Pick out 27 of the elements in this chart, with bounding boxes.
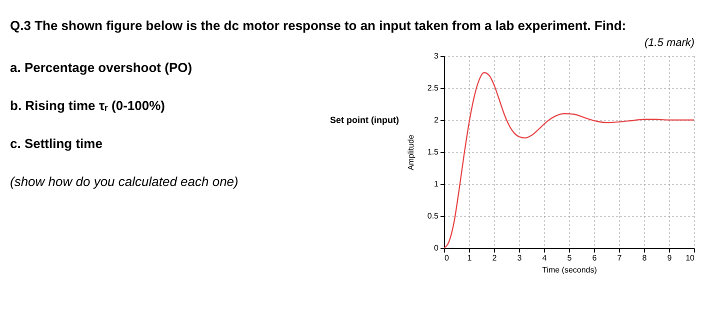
text: b. Rising time τᵣ (0-100%)	[10, 98, 165, 113]
y-tick-label: 2	[434, 116, 440, 124]
y-tick-label: 0.5	[427, 212, 440, 220]
text: Q.3 The shown figure below is the dc motor response to an input taken from a lab experiment. Find:	[10, 18, 626, 33]
y-tick-label: 3	[434, 52, 440, 60]
x-tick-label: 1	[467, 254, 472, 262]
x-tick-label: 5	[567, 254, 572, 262]
x-tick-label: 7	[617, 254, 622, 262]
x-tick-label: 0	[444, 254, 450, 262]
text: (1.5 mark)	[644, 37, 695, 49]
text: c. Settling time	[10, 136, 102, 151]
text: Set point (input)	[330, 115, 399, 125]
y-tick-label: 1	[434, 180, 440, 188]
x-axis-title: Time (seconds)	[542, 266, 598, 274]
y-axis-title: Amplitude	[406, 134, 416, 170]
x-tick-label: 10	[686, 254, 696, 262]
y-tick-label: 2.5	[427, 84, 440, 92]
x-tick-label: 6	[592, 254, 598, 262]
x-tick-label: 9	[667, 254, 672, 262]
x-tick-label: 2	[492, 254, 498, 262]
x-tick-label: 8	[642, 254, 648, 262]
text: (show how do you calculated each one)	[10, 174, 238, 189]
x-tick-label: 3	[517, 254, 522, 262]
y-tick-label: 1.5	[427, 148, 440, 156]
x-tick-label: 4	[542, 254, 548, 262]
text: a. Percentage overshoot (PO)	[10, 60, 192, 75]
y-tick-label: 0	[434, 244, 440, 252]
